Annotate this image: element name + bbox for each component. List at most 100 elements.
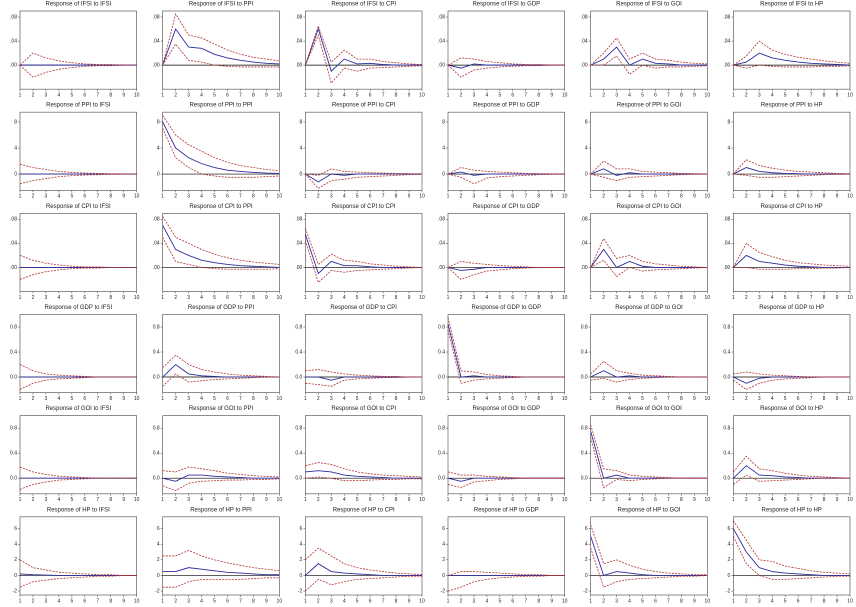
y-tick-label: .00 xyxy=(295,62,302,68)
plot-frame xyxy=(733,416,850,494)
response-line xyxy=(448,324,565,377)
figure: Response of IFSI to IFSI.00.04.081234567… xyxy=(0,0,856,607)
x-tick-label: 6 xyxy=(797,295,800,301)
y-tick-label: 6 xyxy=(585,526,588,532)
x-tick-label: 3 xyxy=(473,396,476,402)
x-tick-label: 4 xyxy=(343,92,346,98)
x-tick-label: 1 xyxy=(732,497,735,503)
x-tick-label: 5 xyxy=(641,295,644,301)
y-tick-label: 0.4 xyxy=(438,451,445,457)
response-line xyxy=(305,26,422,65)
y-tick-label: 6 xyxy=(14,526,17,532)
x-tick-label: 8 xyxy=(395,598,398,604)
x-tick-label: 3 xyxy=(45,194,48,200)
x-tick-label: 5 xyxy=(70,497,73,503)
response-line xyxy=(163,365,280,378)
x-tick-label: 10 xyxy=(134,497,140,503)
x-tick-label: 5 xyxy=(70,295,73,301)
x-tick-label: 3 xyxy=(473,497,476,503)
x-tick-label: 3 xyxy=(473,598,476,604)
response-line xyxy=(448,64,565,68)
x-tick-label: 3 xyxy=(473,194,476,200)
panel: Response of PPI to IFSI04812345678910 xyxy=(14,103,139,200)
x-tick-label: 2 xyxy=(745,497,748,503)
response-line xyxy=(163,14,280,65)
y-tick-label: 0 xyxy=(585,171,588,177)
response-line xyxy=(591,548,708,587)
x-tick-label: 4 xyxy=(628,295,631,301)
panel-title: Response of GOI to GDP xyxy=(472,406,540,412)
x-tick-label: 7 xyxy=(382,194,385,200)
x-tick-label: 8 xyxy=(109,194,112,200)
x-tick-label: 9 xyxy=(408,396,411,402)
plot-frame xyxy=(20,112,137,190)
panel-title: Response of PPI to CPI xyxy=(332,103,396,109)
x-tick-label: 3 xyxy=(473,92,476,98)
x-tick-label: 9 xyxy=(693,598,696,604)
y-tick-label: .08 xyxy=(295,217,302,223)
x-tick-label: 6 xyxy=(511,92,514,98)
x-tick-label: 9 xyxy=(122,194,125,200)
x-tick-label: 4 xyxy=(485,295,488,301)
panel: Response of IFSI to IFSI.00.04.081234567… xyxy=(10,2,140,99)
plot-frame xyxy=(448,213,565,291)
x-tick-label: 6 xyxy=(654,497,657,503)
x-tick-label: 2 xyxy=(745,295,748,301)
panel-title: Response of CPI to CPI xyxy=(332,204,396,210)
panel-title: Response of CPI to GOI xyxy=(617,204,682,210)
x-tick-label: 9 xyxy=(836,396,839,402)
x-tick-label: 2 xyxy=(317,497,320,503)
response-line xyxy=(591,431,708,478)
response-line xyxy=(20,365,137,378)
x-tick-label: 4 xyxy=(628,598,631,604)
response-line xyxy=(20,574,137,576)
x-tick-label: 10 xyxy=(277,194,283,200)
x-tick-label: 8 xyxy=(823,92,826,98)
y-tick-label: 0.0 xyxy=(438,476,445,482)
x-tick-label: 4 xyxy=(771,295,774,301)
x-tick-label: 6 xyxy=(797,598,800,604)
x-tick-label: 3 xyxy=(615,497,618,503)
x-tick-label: 3 xyxy=(330,194,333,200)
y-tick-label: 0 xyxy=(157,171,160,177)
response-line xyxy=(448,575,565,591)
x-tick-label: 10 xyxy=(705,92,711,98)
x-tick-label: 6 xyxy=(226,598,229,604)
plot-frame xyxy=(20,11,137,89)
x-tick-label: 8 xyxy=(395,396,398,402)
x-tick-label: 10 xyxy=(847,396,853,402)
x-tick-label: 9 xyxy=(550,194,553,200)
x-tick-label: 5 xyxy=(498,396,501,402)
x-tick-label: 6 xyxy=(654,194,657,200)
x-tick-label: 4 xyxy=(200,194,203,200)
response-line xyxy=(20,478,137,489)
x-tick-label: 2 xyxy=(745,598,748,604)
y-tick-label: .00 xyxy=(10,62,17,68)
x-tick-label: 10 xyxy=(847,194,853,200)
y-tick-label: .04 xyxy=(153,38,160,44)
x-tick-label: 8 xyxy=(823,598,826,604)
panel-title: Response of PPI to PPI xyxy=(189,103,252,109)
x-tick-label: 3 xyxy=(473,295,476,301)
response-line xyxy=(305,463,422,477)
x-tick-label: 6 xyxy=(83,194,86,200)
response-line xyxy=(163,578,280,587)
x-tick-label: 10 xyxy=(562,598,568,604)
panel: Response of IFSI to GDP.00.04.0812345678… xyxy=(438,2,568,99)
x-tick-label: 3 xyxy=(758,598,761,604)
x-tick-label: 3 xyxy=(758,295,761,301)
x-tick-label: 4 xyxy=(200,92,203,98)
x-tick-label: 7 xyxy=(96,295,99,301)
x-tick-label: 6 xyxy=(369,497,372,503)
response-line xyxy=(733,456,850,478)
y-tick-label: 0.8 xyxy=(153,324,160,330)
x-tick-label: 6 xyxy=(226,497,229,503)
x-tick-label: 10 xyxy=(847,497,853,503)
response-line xyxy=(20,377,137,390)
x-tick-label: 3 xyxy=(330,497,333,503)
plot-frame xyxy=(305,517,422,595)
y-tick-label: -2 xyxy=(583,588,588,594)
x-tick-label: 1 xyxy=(19,194,22,200)
